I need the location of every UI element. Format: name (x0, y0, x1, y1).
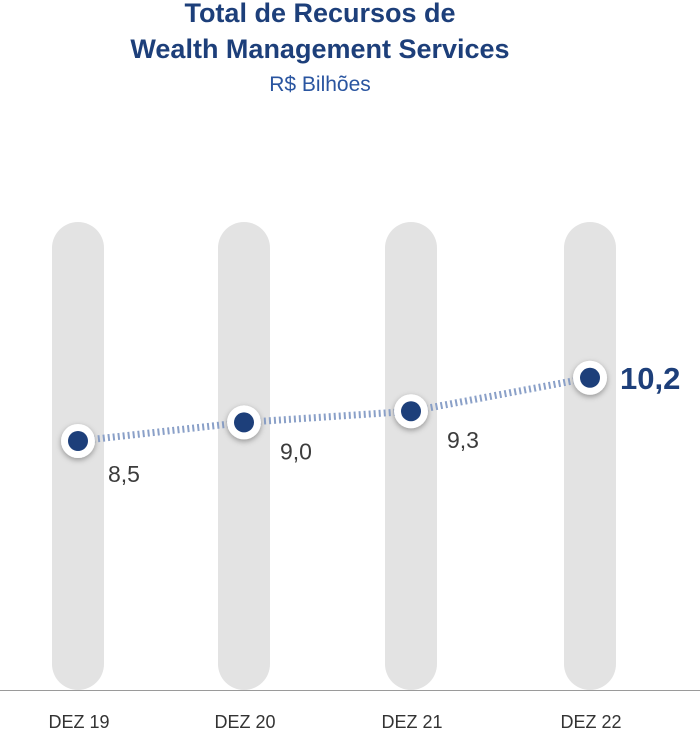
data-label-3: 9,3 (447, 427, 479, 453)
column-bg-4 (564, 222, 616, 690)
chart-title-line1: Total de Recursos de (184, 0, 456, 28)
chart-subtitle: R$ Bilhões (269, 73, 371, 96)
x-tick-label-4: DEZ 22 (560, 712, 621, 732)
x-tick-label-3: DEZ 21 (381, 712, 442, 732)
connector-segment-3 (410, 374, 591, 415)
chart-title-line2: Wealth Management Services (130, 34, 510, 64)
x-tick-label-1: DEZ 19 (48, 712, 109, 732)
x-tick-label-2: DEZ 20 (214, 712, 275, 732)
column-bg-2 (218, 222, 270, 690)
data-label-2: 9,0 (280, 438, 312, 464)
column-bg-3 (385, 222, 437, 690)
data-point-4 (580, 367, 600, 388)
data-point-2 (234, 412, 254, 433)
data-point-3 (401, 401, 421, 422)
data-point-1 (68, 431, 88, 451)
data-label-1: 8,5 (108, 461, 140, 487)
data-label-4: 10,2 (620, 361, 680, 396)
